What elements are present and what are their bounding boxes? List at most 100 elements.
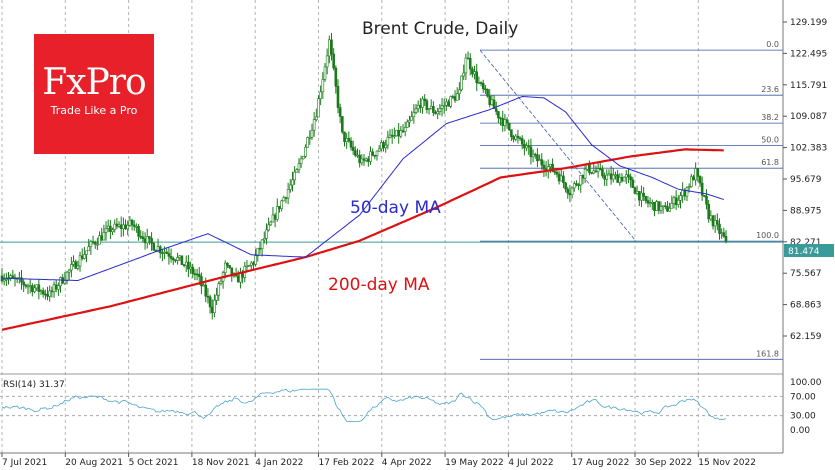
candle-body xyxy=(20,277,23,283)
candle-body xyxy=(635,191,639,194)
y-tick-label: 82.271 xyxy=(790,238,822,248)
ma200-line xyxy=(1,148,724,331)
y-tick-label: 95.679 xyxy=(790,175,822,185)
x-tick-label: 4 Apr 2022 xyxy=(382,458,432,468)
candle-body xyxy=(156,246,160,251)
rsi-label: RSI(14) 31.37 xyxy=(3,380,65,390)
ma200-annotation: 200-day MA xyxy=(328,275,430,295)
candle-body xyxy=(644,196,648,201)
candle-body xyxy=(63,280,67,284)
candle-body xyxy=(167,253,171,257)
rsi-panel: RSI(14) 31.37 xyxy=(0,380,783,422)
candle-body xyxy=(690,176,693,188)
candle-body xyxy=(540,159,544,166)
candle-body xyxy=(434,112,437,115)
rsi-tick-label: 30.00 xyxy=(790,412,816,422)
candle-body xyxy=(440,105,444,109)
candle-body xyxy=(178,255,182,258)
candle-body xyxy=(453,96,457,101)
x-tick-label: 5 Oct 2021 xyxy=(129,458,179,468)
candle-body xyxy=(698,176,702,184)
candle-body xyxy=(603,175,606,180)
candle-body xyxy=(204,284,208,297)
logo-tagline: Trade Like a Pro xyxy=(50,104,138,117)
candle-body xyxy=(286,189,290,199)
candle-body xyxy=(208,296,212,308)
last-price-tag: 81.474 xyxy=(784,244,834,257)
candle-body xyxy=(26,285,30,288)
candle-body xyxy=(713,220,717,227)
candle-body xyxy=(46,294,49,297)
candle-body xyxy=(39,290,43,292)
candle-body xyxy=(429,106,433,109)
rsi-tick-label: 70.00 xyxy=(790,392,816,402)
candle-body xyxy=(692,176,695,181)
candle-body xyxy=(191,266,195,274)
candle-body xyxy=(330,39,333,55)
candle-body xyxy=(67,269,71,273)
candle-body xyxy=(358,154,361,164)
candle-body xyxy=(494,108,498,112)
candle-body xyxy=(492,99,496,109)
candle-body xyxy=(475,71,479,83)
candle-body xyxy=(425,100,429,110)
candle-body xyxy=(451,96,455,98)
candle-body xyxy=(271,214,275,223)
candle-body xyxy=(65,271,69,281)
candle-body xyxy=(349,140,353,148)
candle-body xyxy=(685,187,689,197)
candle-body xyxy=(527,145,531,148)
candle-body xyxy=(72,261,75,265)
candle-body xyxy=(128,219,132,226)
candle-body xyxy=(341,116,344,133)
candle-body xyxy=(707,203,710,220)
candle-body xyxy=(338,107,342,117)
candle-body xyxy=(148,236,151,239)
y-tick-label: 115.791 xyxy=(790,81,827,91)
candle-body xyxy=(297,163,301,170)
x-tick-label: 30 Sep 2022 xyxy=(635,458,692,468)
candle-body xyxy=(247,265,251,267)
candle-body xyxy=(455,93,459,101)
price-axis: 129.199 122.495 115.791 109.087 102.383 95.67… xyxy=(783,18,827,342)
candle-body xyxy=(555,172,559,175)
candle-body xyxy=(89,241,93,248)
candle-body xyxy=(310,129,314,138)
candle-body xyxy=(50,290,54,293)
x-tick-label: 18 Nov 2021 xyxy=(192,458,250,468)
candle-body xyxy=(553,171,557,173)
candle-body xyxy=(5,278,8,281)
y-tick-label: 102.383 xyxy=(790,144,827,154)
candle-body xyxy=(104,228,108,233)
candle-body xyxy=(674,197,678,205)
candle-body xyxy=(306,137,309,148)
candle-body xyxy=(269,221,273,226)
candle-body xyxy=(295,169,299,173)
candle-body xyxy=(596,168,600,173)
candle-body xyxy=(28,285,32,287)
candle-body xyxy=(479,82,483,84)
candle-body xyxy=(442,105,446,107)
candle-body xyxy=(711,215,715,227)
candle-body xyxy=(659,206,663,211)
candle-body xyxy=(169,256,173,259)
candle-body xyxy=(312,119,316,131)
candle-body xyxy=(416,104,420,110)
candle-body xyxy=(115,223,119,227)
x-tick-label: 17 Feb 2022 xyxy=(319,458,375,468)
candle-body xyxy=(171,258,175,261)
candle-body xyxy=(581,175,585,179)
candle-body xyxy=(403,127,407,132)
candle-body xyxy=(718,223,721,234)
candle-body xyxy=(100,235,104,241)
candle-body xyxy=(213,299,216,314)
candle-body xyxy=(354,150,357,156)
candle-body xyxy=(256,247,260,257)
candle-body xyxy=(653,202,656,211)
candle-body xyxy=(117,224,121,227)
candle-body xyxy=(700,182,704,196)
candle-body xyxy=(668,207,671,212)
candle-body xyxy=(87,246,91,252)
candle-body xyxy=(633,187,637,194)
candle-body xyxy=(80,255,84,259)
